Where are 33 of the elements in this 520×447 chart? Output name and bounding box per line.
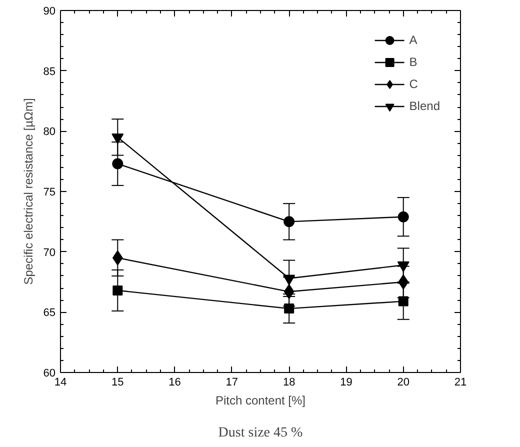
point [112, 285, 123, 296]
x-tick-label: 15 [112, 376, 124, 388]
y-tick-label: 85 [43, 66, 56, 78]
legend-label: A [409, 33, 418, 47]
y-tick-label: 65 [43, 307, 56, 320]
point [398, 211, 409, 222]
x-tick-label: 14 [54, 376, 67, 388]
x-tick-label: 21 [454, 376, 467, 388]
y-tick-label: 70 [43, 246, 56, 259]
y-tick-label: 80 [43, 126, 56, 138]
legend-label: C [409, 77, 419, 91]
y-tick-label: 75 [43, 186, 56, 198]
x-tick-label: 19 [340, 376, 352, 388]
y-tick-label: 60 [43, 368, 56, 380]
point [397, 261, 410, 272]
text: Dust size 45 % [218, 426, 304, 440]
legend-label: Blend [409, 99, 440, 113]
x-tick-label: 17 [226, 376, 238, 388]
point [398, 274, 409, 290]
point [398, 296, 408, 306]
x-axis-title: Pitch content [%] [215, 394, 306, 408]
x-tick-label: 20 [397, 376, 410, 388]
point [284, 216, 295, 228]
y-axis-title: Specific electrical resistance [µΩm] [21, 98, 36, 285]
point [112, 250, 123, 266]
point [284, 304, 294, 314]
point [283, 274, 296, 286]
point [112, 158, 124, 170]
x-tick-label: 18 [282, 376, 296, 388]
y-tick-label: 90 [43, 6, 56, 18]
x-tick-label: 16 [168, 376, 181, 388]
point [284, 284, 294, 300]
legend-label: B [409, 55, 418, 69]
